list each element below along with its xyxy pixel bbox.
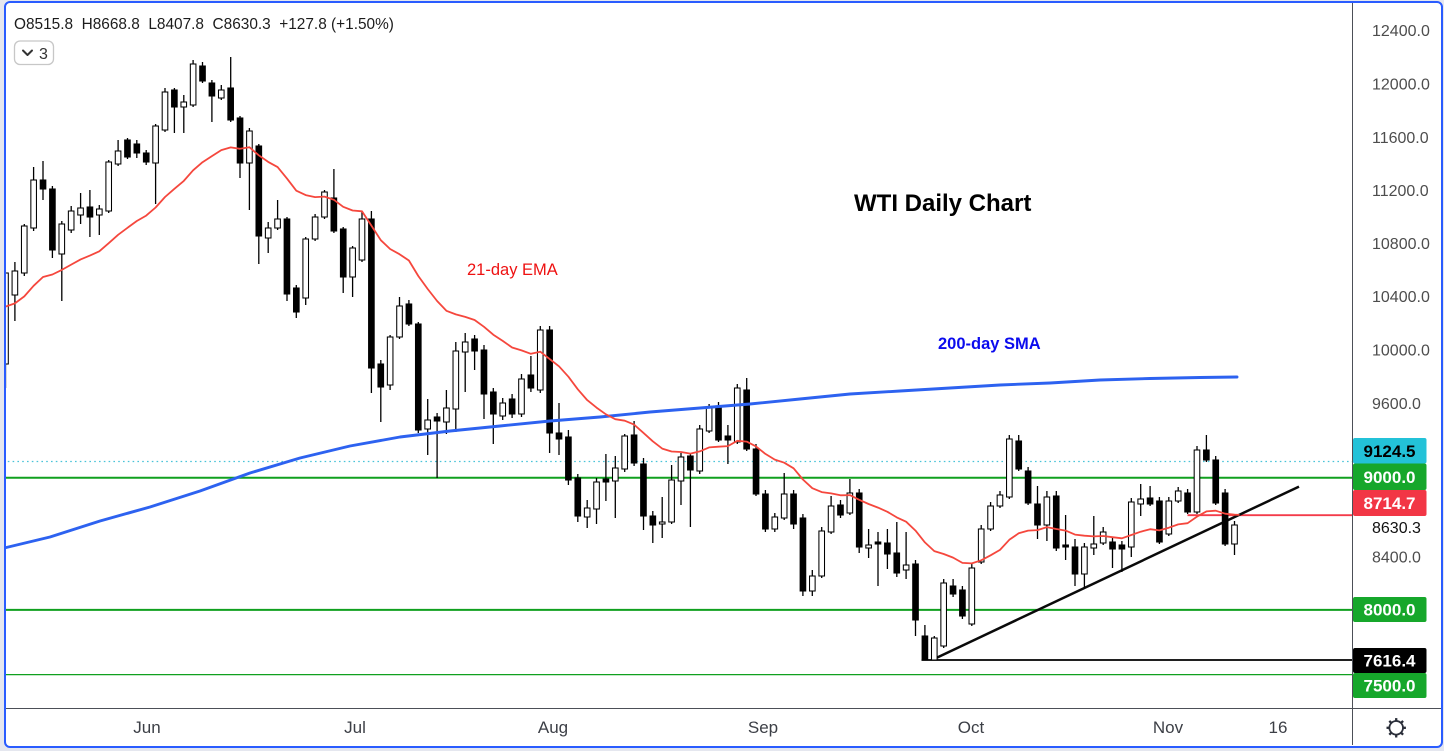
svg-text:9000.0: 9000.0 <box>1364 468 1416 487</box>
svg-text:12000.0: 12000.0 <box>1372 76 1430 93</box>
svg-text:21-day EMA: 21-day EMA <box>467 261 558 279</box>
svg-text:8000.0: 8000.0 <box>1364 601 1416 620</box>
svg-text:11200.0: 11200.0 <box>1372 183 1429 200</box>
svg-text:12400.0: 12400.0 <box>1372 23 1430 40</box>
svg-text:9600.0: 9600.0 <box>1372 396 1421 413</box>
svg-text:Oct: Oct <box>958 718 985 737</box>
svg-text:10400.0: 10400.0 <box>1372 289 1430 306</box>
svg-text:O8515.8 H8668.8 L8407.8 C86: O8515.8 H8668.8 L8407.8 C8630.3 +127.8 (… <box>14 16 394 33</box>
svg-text:Nov: Nov <box>1153 718 1184 737</box>
svg-text:10800.0: 10800.0 <box>1372 236 1430 253</box>
svg-text:Aug: Aug <box>538 718 568 737</box>
svg-text:Jul: Jul <box>344 718 366 737</box>
svg-text:WTI Daily Chart: WTI Daily Chart <box>854 190 1031 217</box>
svg-text:7616.4: 7616.4 <box>1364 652 1417 671</box>
svg-text:8630.3: 8630.3 <box>1372 520 1421 537</box>
svg-text:Sep: Sep <box>748 718 778 737</box>
svg-text:16: 16 <box>1269 718 1288 737</box>
svg-text:9124.5: 9124.5 <box>1364 442 1416 461</box>
svg-text:200-day SMA: 200-day SMA <box>938 335 1041 353</box>
svg-text:8400.0: 8400.0 <box>1372 549 1421 566</box>
svg-text:Jun: Jun <box>133 718 160 737</box>
svg-text:7500.0: 7500.0 <box>1364 677 1416 696</box>
svg-text:3: 3 <box>39 46 48 63</box>
svg-text:11600.0: 11600.0 <box>1372 130 1429 147</box>
svg-text:8714.7: 8714.7 <box>1364 494 1416 513</box>
svg-text:10000.0: 10000.0 <box>1372 342 1430 359</box>
